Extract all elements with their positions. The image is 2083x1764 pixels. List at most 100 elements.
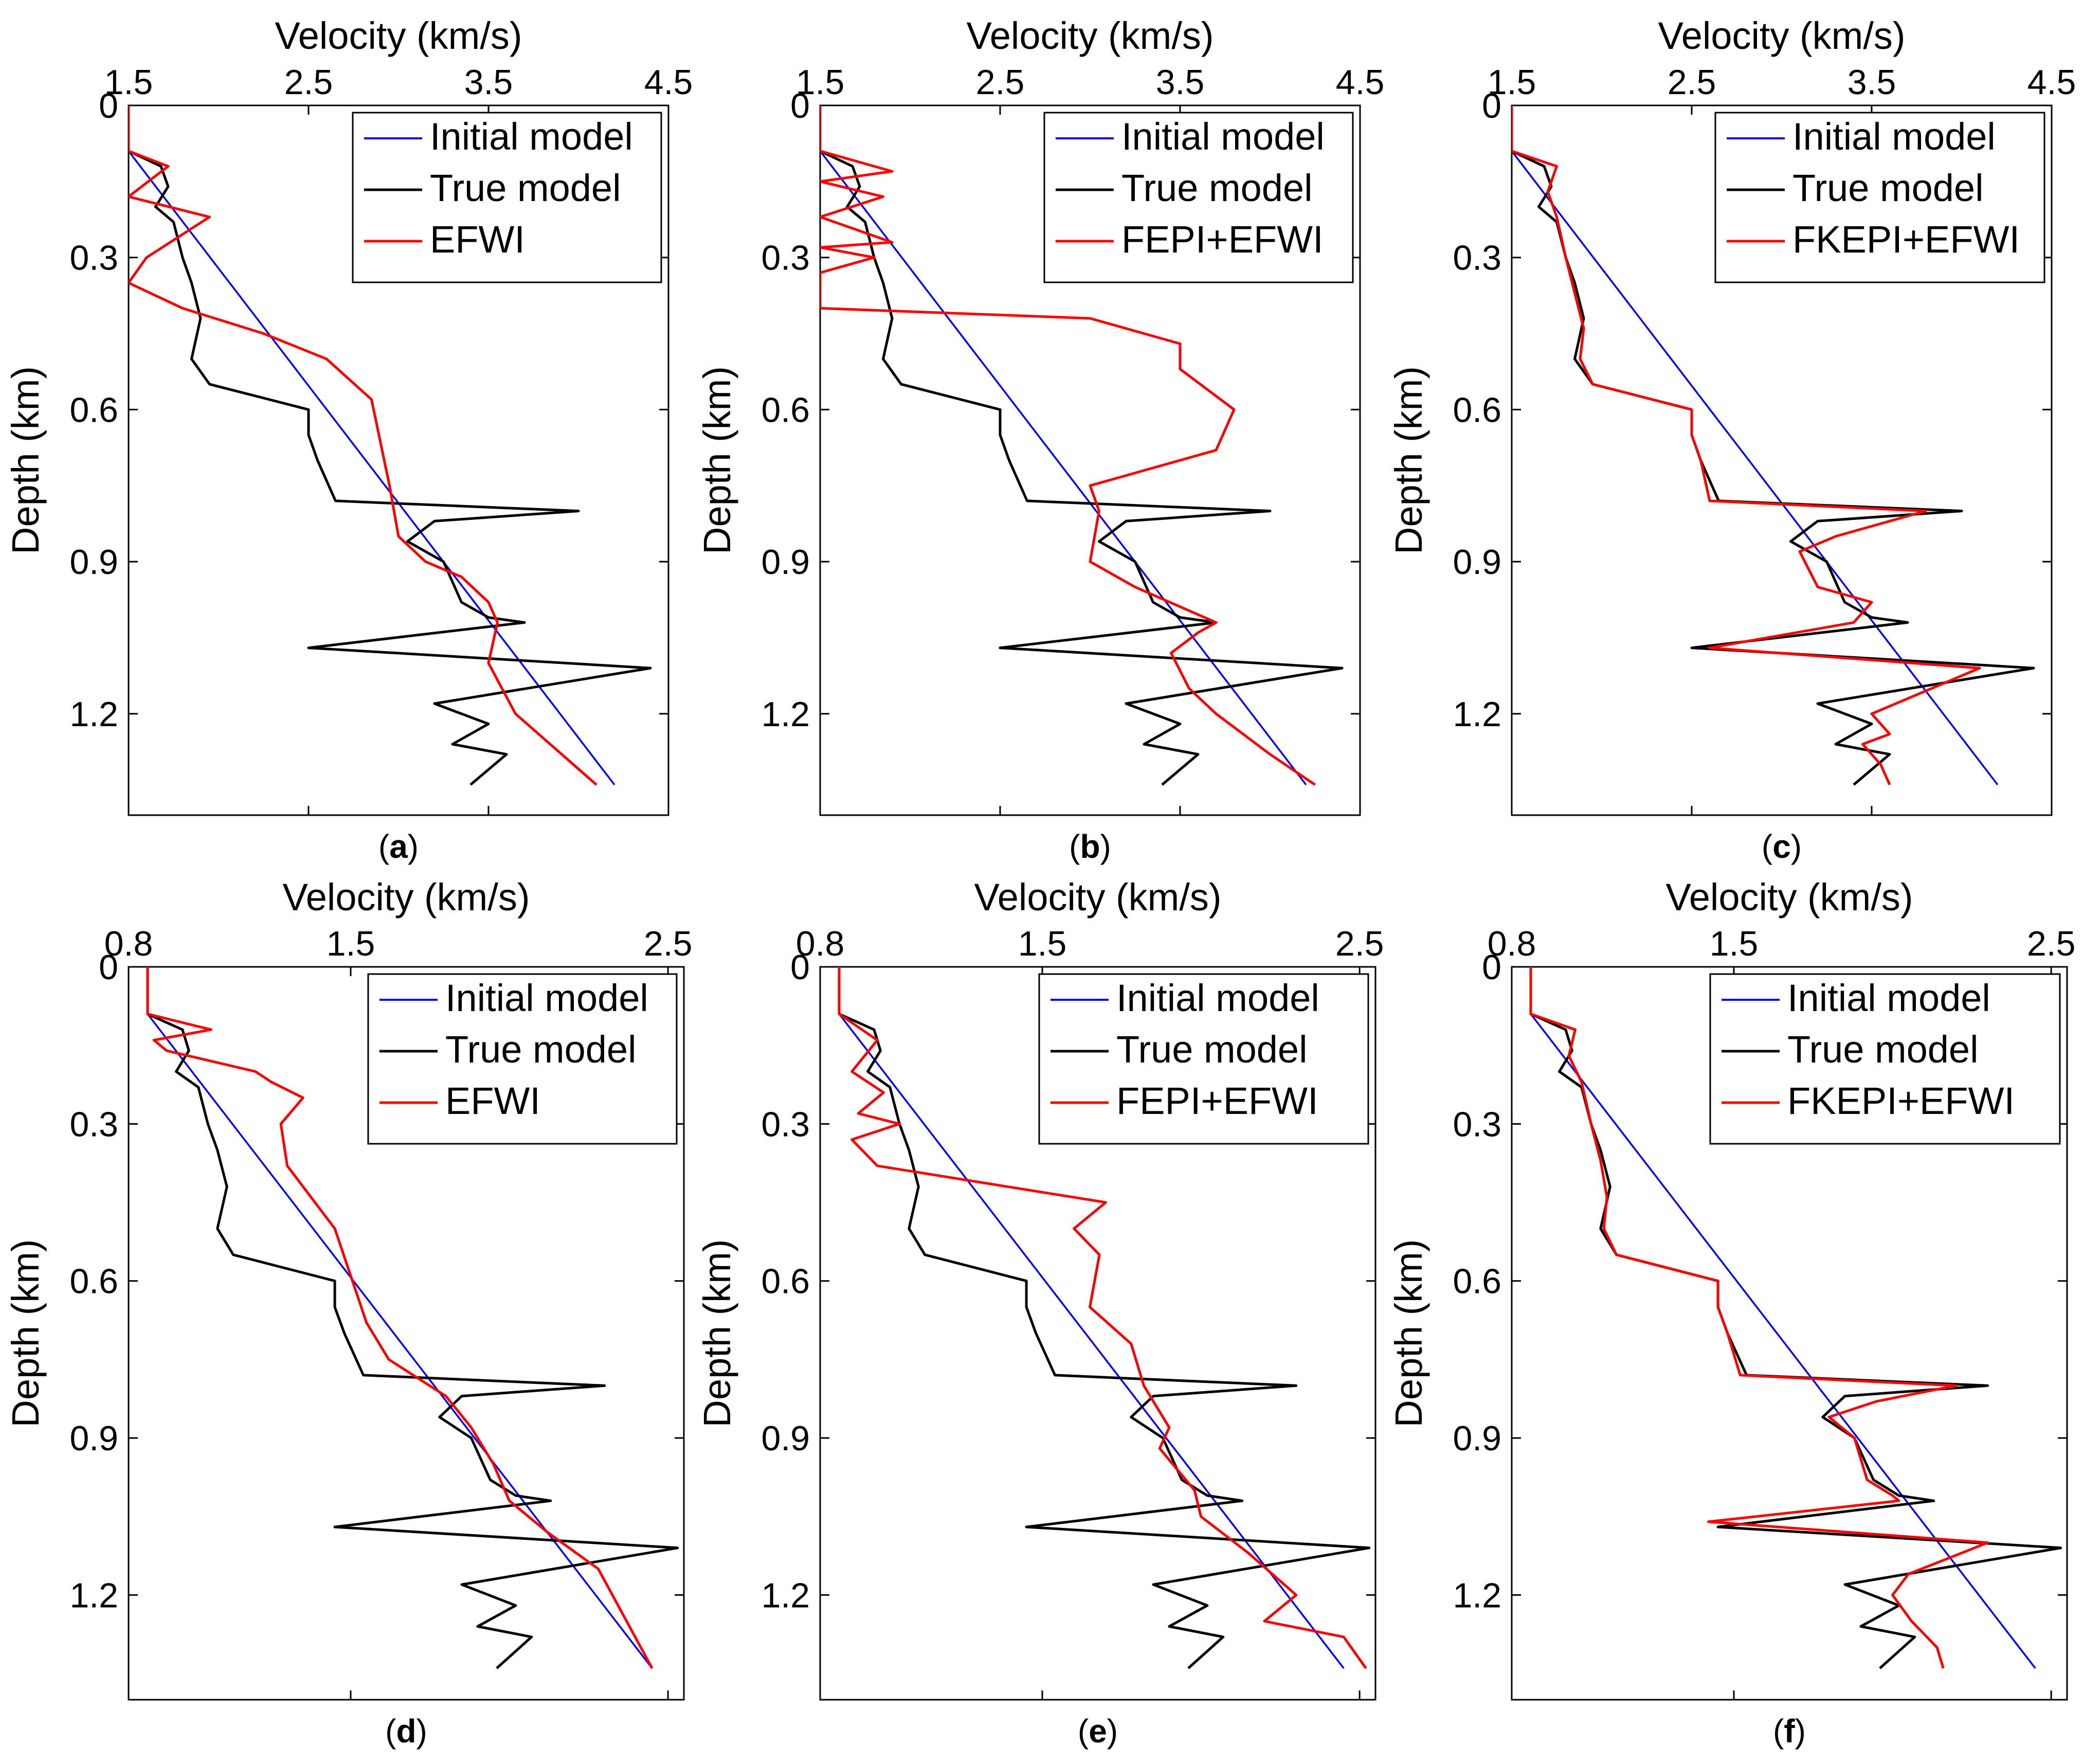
x-tick-label: 1.5 — [327, 924, 375, 963]
panel-label: (d) — [385, 1713, 427, 1750]
x-tick-label: 3.5 — [1156, 63, 1205, 102]
panel-label: (f) — [1773, 1713, 1806, 1750]
legend-entry: True model — [430, 167, 621, 209]
y-tick-label: 0.9 — [761, 1419, 810, 1458]
y-tick-label: 1.2 — [761, 695, 810, 734]
x-tick-label: 1.5 — [1710, 924, 1759, 963]
y-tick-label: 0.6 — [1453, 390, 1501, 429]
y-axis-label: Depth (km) — [1387, 366, 1430, 554]
y-tick-label: 0 — [1482, 86, 1501, 125]
panel-a: 1.5 2.5 3.5 4.5 0 0.3 0.6 0.9 1.2 Velocity (km/s)… — [4, 14, 693, 865]
legend-entry: FKEPI+EFWI — [1787, 1079, 2015, 1122]
y-axis-label: Depth (km) — [4, 366, 47, 554]
x-tick-label: 4.5 — [2027, 63, 2076, 102]
panel-b: 1.5 2.5 3.5 4.5 0 0.3 0.6 0.9 1.2 Velocity (km/s)… — [696, 14, 1384, 865]
x-tick-label: 0.8 — [796, 924, 845, 963]
y-tick-label: 0 — [790, 948, 810, 987]
x-axis-label: Velocity (km/s) — [966, 14, 1213, 57]
plot-frame — [128, 104, 669, 816]
y-tick-label: 0.6 — [1453, 1262, 1501, 1301]
y-tick-label: 0.9 — [761, 543, 810, 582]
plot-frame — [1511, 966, 2068, 1701]
series-line-fepi-efwi — [838, 967, 1367, 1669]
x-tick-label: 3.5 — [464, 63, 513, 102]
y-tick-label: 0.6 — [761, 390, 810, 429]
series-line-fkepi-efwi — [1529, 967, 1989, 1669]
panel-label: (e) — [1078, 1713, 1118, 1750]
legend-entry: Initial model — [430, 115, 633, 158]
legend-box — [367, 973, 678, 1145]
series-line-fepi-efwi — [820, 105, 1316, 786]
y-tick-label: 0 — [790, 86, 810, 125]
plot-frame — [819, 966, 1376, 1701]
legend-entry: FEPI+EFWI — [1116, 1079, 1318, 1122]
y-tick-label: 0 — [99, 86, 118, 125]
x-tick-label: 1.5 — [1488, 63, 1536, 102]
legend-entry: Initial model — [1116, 977, 1319, 1019]
legend-entry: Initial model — [445, 977, 648, 1019]
y-tick-label: 0.3 — [1453, 239, 1501, 278]
legend-entry: EFWI — [445, 1079, 540, 1122]
y-tick-label: 0.3 — [761, 239, 810, 278]
legend-box — [1038, 973, 1369, 1145]
y-axis-label: Depth (km) — [696, 1239, 738, 1428]
y-tick-label: 0.6 — [69, 1262, 118, 1301]
series-line-true-model — [838, 967, 1371, 1669]
y-tick-label: 0.9 — [69, 1419, 118, 1458]
legend-entry: Initial model — [1121, 115, 1325, 158]
y-tick-label: 1.2 — [69, 1576, 118, 1615]
x-tick-label: 1.5 — [104, 63, 153, 102]
series-line-fkepi-efwi — [1512, 105, 1981, 785]
y-axis-label: Depth (km) — [696, 366, 738, 554]
x-axis-label: Velocity (km/s) — [1658, 14, 1905, 57]
panel-e: 0.8 1.5 2.5 0 0.3 0.6 0.9 1.2 Velocity (km/s) Dep… — [696, 876, 1384, 1750]
y-tick-label: 0.9 — [1453, 1419, 1501, 1458]
y-axis-label: Depth (km) — [1387, 1239, 1430, 1428]
y-tick-label: 1.2 — [1453, 695, 1501, 734]
legend-entry: EFWI — [430, 218, 525, 261]
series-line-true-model — [820, 105, 1344, 786]
y-tick-label: 0 — [1482, 948, 1501, 987]
x-axis-label: Velocity (km/s) — [275, 14, 522, 57]
y-tick-label: 0.3 — [69, 239, 118, 278]
x-tick-label: 2.5 — [1335, 924, 1384, 963]
y-tick-label: 0.3 — [1453, 1105, 1501, 1144]
legend-entry: FKEPI+EFWI — [1792, 218, 2020, 261]
legend-entry: True model — [445, 1028, 637, 1071]
series-line-initial-model — [1512, 105, 1999, 785]
y-tick-label: 0.6 — [69, 390, 118, 429]
legend-entry: Initial model — [1787, 977, 1990, 1019]
x-tick-label: 1.5 — [796, 63, 845, 102]
x-tick-label: 4.5 — [644, 63, 693, 102]
legend-entry: True model — [1116, 1028, 1308, 1071]
panel-label: (a) — [378, 828, 419, 865]
y-axis-label: Depth (km) — [4, 1239, 47, 1428]
panel-label: (b) — [1069, 828, 1111, 865]
panel-d: 0.8 1.5 2.5 0 0.3 0.6 0.9 1.2 Velocity (km/s) Dep… — [4, 876, 692, 1750]
x-axis-label: Velocity (km/s) — [1665, 876, 1913, 919]
plot-frame — [819, 104, 1361, 816]
legend-box — [1714, 112, 2045, 283]
legend-entry: Initial model — [1792, 115, 1996, 158]
legend-entry: True model — [1121, 167, 1313, 209]
plot-frame — [1511, 104, 2053, 816]
y-tick-label: 0.3 — [761, 1105, 810, 1144]
panel-c: 1.5 2.5 3.5 4.5 0 0.3 0.6 0.9 1.2 Velocity (km/s)… — [1387, 14, 2076, 865]
x-tick-label: 2.5 — [644, 924, 693, 963]
x-axis-label: Velocity (km/s) — [282, 876, 530, 919]
y-tick-label: 0.6 — [761, 1262, 810, 1301]
y-tick-label: 1.2 — [1453, 1576, 1501, 1615]
x-tick-label: 2.5 — [2027, 924, 2076, 963]
x-tick-label: 1.5 — [1018, 924, 1067, 963]
x-tick-label: 0.8 — [1488, 924, 1536, 963]
y-tick-label: 0.3 — [69, 1105, 118, 1144]
series-line-true-model — [129, 105, 652, 786]
x-tick-label: 0.8 — [104, 924, 153, 963]
x-tick-label: 3.5 — [1847, 63, 1896, 102]
y-tick-label: 0 — [99, 948, 118, 987]
legend-entry: True model — [1792, 167, 1984, 209]
panel-f: 0.8 1.5 2.5 0 0.3 0.6 0.9 1.2 Velocity (km/s) Dep… — [1387, 876, 2075, 1750]
y-tick-label: 1.2 — [69, 695, 118, 734]
x-tick-label: 2.5 — [284, 63, 333, 102]
